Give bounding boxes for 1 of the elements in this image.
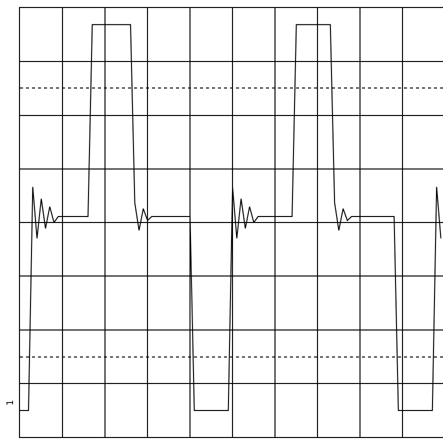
text: 1 bbox=[6, 400, 16, 406]
